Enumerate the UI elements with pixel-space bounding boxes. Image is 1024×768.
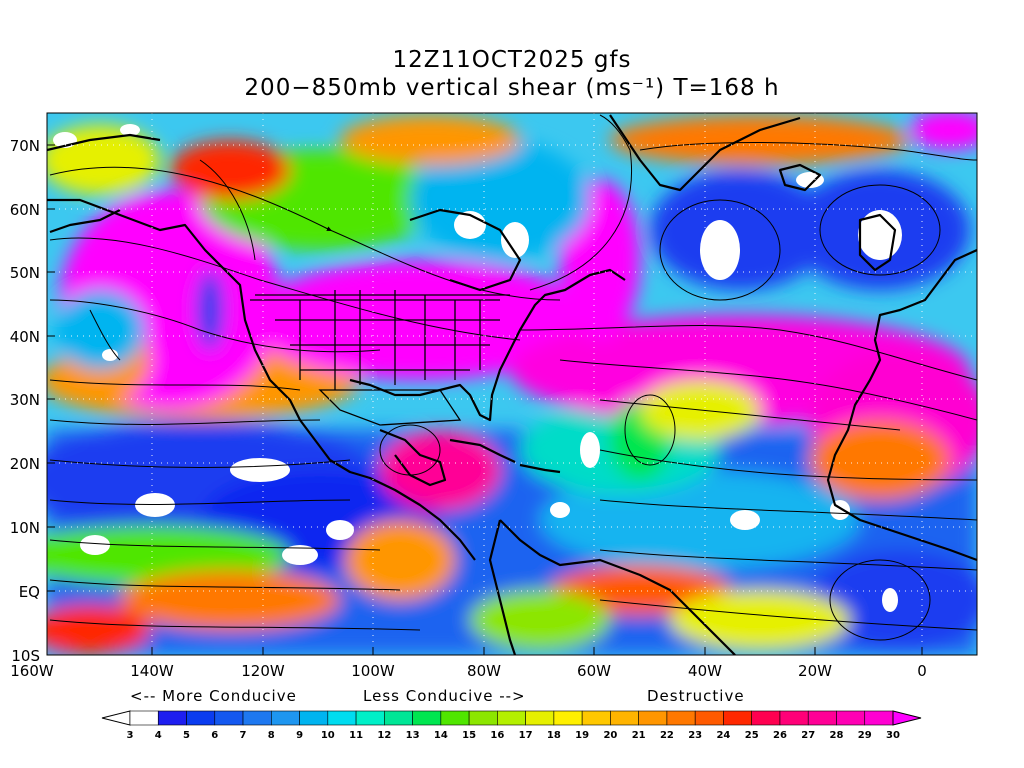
colorbar-swatch <box>355 710 385 726</box>
colorbar-level-label: 27 <box>801 730 815 741</box>
colorbar-swatch <box>186 710 216 726</box>
colorbar-level-label: 28 <box>830 730 844 741</box>
colorbar-level-label: 3 <box>127 730 134 741</box>
longitude-labels: 160W 140W 120W 100W 80W 60W 40W 20W 0 <box>10 662 927 680</box>
grid-lines <box>47 113 977 655</box>
colorbar-level-label: 8 <box>268 730 275 741</box>
colorbar-level-label: 7 <box>240 730 247 741</box>
lat-label: 40N <box>10 328 40 346</box>
colorbar-swatch <box>779 710 809 726</box>
colorbar-level-label: 16 <box>490 730 504 741</box>
lon-label: 80W <box>467 662 501 680</box>
colorbar-swatch <box>694 710 724 726</box>
latitude-labels: 70N 60N 50N 40N 30N 20N 10N EQ 10S <box>10 137 40 665</box>
lat-label: 20N <box>10 455 40 473</box>
colorbar-level-label: 15 <box>462 730 476 741</box>
colorbar-under-arrow <box>101 710 131 726</box>
lon-label: 0 <box>917 662 927 680</box>
colorbar-swatch <box>214 710 244 726</box>
coastlines <box>47 114 977 655</box>
colorbar-level-label: 24 <box>716 730 730 741</box>
colorbar-level-label: 12 <box>377 730 391 741</box>
colorbar-level-label: 5 <box>183 730 190 741</box>
colorbar-swatch <box>666 710 696 726</box>
colorbar-swatch <box>242 710 272 726</box>
colorbar-level-label: 21 <box>632 730 646 741</box>
state-borders <box>250 290 510 426</box>
colorbar-level-label: 30 <box>886 730 900 741</box>
colorbar-swatch <box>327 710 357 726</box>
colorbar-level-label: 25 <box>745 730 759 741</box>
colorbar-level-label: 10 <box>321 730 335 741</box>
axis-ticks <box>47 144 923 655</box>
less-conducive-label: Less Conducive --> <box>363 687 526 705</box>
colorbar-level-label: 9 <box>296 730 303 741</box>
colorbar-swatch <box>270 710 300 726</box>
colorbar-swatch <box>553 710 583 726</box>
lon-label: 120W <box>241 662 285 680</box>
colorbar-level-label: 20 <box>603 730 617 741</box>
colorbar-level-label: 6 <box>211 730 218 741</box>
chart-title-line2: 200−850mb vertical shear (ms⁻¹) T=168 h <box>244 75 780 101</box>
destructive-label: Destructive <box>647 687 745 705</box>
lon-label: 100W <box>351 662 395 680</box>
colorbar-swatch <box>525 710 555 726</box>
chart-title-line1: 12Z11OCT2025 gfs <box>392 47 632 73</box>
lat-label: 30N <box>10 391 40 409</box>
colorbar-level-label: 13 <box>406 730 420 741</box>
lat-label: 10S <box>11 647 40 665</box>
colorbar-swatch <box>864 710 894 726</box>
colorbar-level-label: 22 <box>660 730 674 741</box>
colorbar: 3 4 5 6 7 8 9 10 11 12 13 14 15 16 17 18 19 20 21 22 23 24 25 2… <box>101 710 922 741</box>
colorbar-level-label: 19 <box>575 730 589 741</box>
lat-label: 10N <box>10 519 40 537</box>
colorbar-level-label: 29 <box>858 730 872 741</box>
lon-label: 20W <box>798 662 832 680</box>
colorbar-swatch <box>440 710 470 726</box>
colorbar-swatch <box>807 710 837 726</box>
colorbar-swatch <box>468 710 498 726</box>
lon-label: 40W <box>688 662 722 680</box>
colorbar-swatch <box>610 710 639 726</box>
lon-label: 60W <box>577 662 611 680</box>
colorbar-swatch <box>723 710 753 726</box>
lat-label: EQ <box>19 583 40 601</box>
more-conducive-label: <-- More Conducive <box>130 687 297 705</box>
colorbar-swatch <box>751 710 781 726</box>
colorbar-level-label: 26 <box>773 730 787 741</box>
colorbar-swatch <box>157 710 187 726</box>
colorbar-swatch <box>581 710 611 726</box>
colorbar-swatch <box>836 710 866 726</box>
lat-label: 60N <box>10 201 40 219</box>
colorbar-swatch <box>129 710 159 726</box>
streamlines <box>49 114 977 641</box>
colorbar-level-label: 23 <box>688 730 702 741</box>
lat-label: 70N <box>10 137 40 155</box>
colorbar-level-label: 18 <box>547 730 561 741</box>
colorbar-over-arrow <box>892 710 922 726</box>
colorbar-level-label: 14 <box>434 730 448 741</box>
lon-label: 160W <box>10 662 54 680</box>
shear-field <box>47 113 977 655</box>
colorbar-swatch <box>638 710 668 726</box>
lon-label: 140W <box>130 662 174 680</box>
colorbar-swatch <box>384 710 413 726</box>
colorbar-level-label: 11 <box>349 730 363 741</box>
map-frame <box>46 112 978 656</box>
colorbar-level-label: 17 <box>519 730 533 741</box>
colorbar-swatch <box>412 710 442 726</box>
colorbar-swatch <box>299 710 329 726</box>
lat-label: 50N <box>10 264 40 282</box>
colorbar-swatch <box>497 710 526 726</box>
colorbar-level-label: 4 <box>155 730 162 741</box>
